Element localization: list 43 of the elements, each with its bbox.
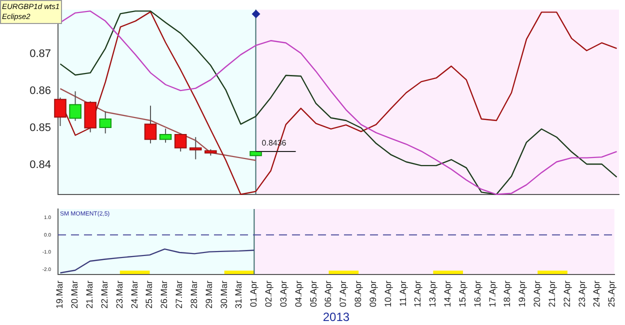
x-tick-label: 17.Apr: [487, 280, 498, 308]
x-tick-label: 15.Apr: [457, 280, 468, 308]
x-tick-label: 19.Mar: [54, 280, 65, 309]
x-tick-label: 12.Apr: [412, 280, 423, 308]
x-tick-label: 27.Mar: [174, 280, 184, 309]
x-tick-label: 04.Apr: [293, 280, 304, 308]
x-tick-label: 25.Apr: [606, 280, 617, 308]
x-tick-label: 22.Mar: [99, 280, 110, 309]
x-tick-label: 31.Mar: [234, 280, 244, 309]
x-tick-label: 21.Mar: [84, 280, 95, 309]
x-tick-label: 24.Mar: [129, 280, 140, 309]
x-tick-label: 10.Apr: [382, 280, 393, 308]
x-tick-label: 02.Apr: [264, 280, 274, 308]
x-tick-label: 01.Apr: [248, 280, 259, 308]
x-axis-title: 2013: [322, 310, 350, 324]
x-tick-label: 16.Apr: [472, 280, 482, 308]
x-tick-label: 03.Apr: [278, 280, 288, 308]
x-tick-label: 19.Apr: [517, 280, 528, 308]
x-tick-label: 08.Apr: [353, 280, 364, 308]
x-tick-label: 26.Mar: [159, 280, 170, 309]
x-tick-label: 20.Apr: [532, 280, 542, 308]
x-tick-label: 07.Apr: [338, 280, 348, 308]
x-tick-label: 20.Mar: [70, 280, 80, 309]
y-tick-label: 0.84: [30, 158, 51, 171]
x-tick-label: 24.Apr: [592, 280, 602, 308]
x-tick-label: 05.Apr: [308, 280, 318, 308]
y-tick-label: 0.85: [30, 122, 51, 134]
x-tick-label: 13.Apr: [428, 280, 438, 308]
x-tick-label: 18.Apr: [502, 280, 512, 308]
x-tick-label: 28.Mar: [188, 280, 199, 309]
x-tick-label: 14.Apr: [442, 280, 453, 308]
x-tick-label: 21.Apr: [546, 280, 557, 308]
x-tick-label: 11.Apr: [398, 280, 408, 306]
x-tick-label: 09.Apr: [368, 280, 378, 308]
x-tick-label: 22.Apr: [562, 280, 572, 308]
x-tick-label: 30.Mar: [218, 280, 229, 309]
y-tick-label: 0.86: [30, 84, 51, 97]
x-tick-label: 29.Mar: [204, 280, 214, 309]
x-tick-label: 23.Apr: [576, 280, 587, 308]
x-tick-label: 06.Apr: [323, 280, 334, 308]
x-tick-label: 23.Mar: [114, 280, 124, 309]
x-tick-label: 25.Mar: [144, 280, 154, 309]
y-tick-label: 0.87: [30, 48, 51, 60]
